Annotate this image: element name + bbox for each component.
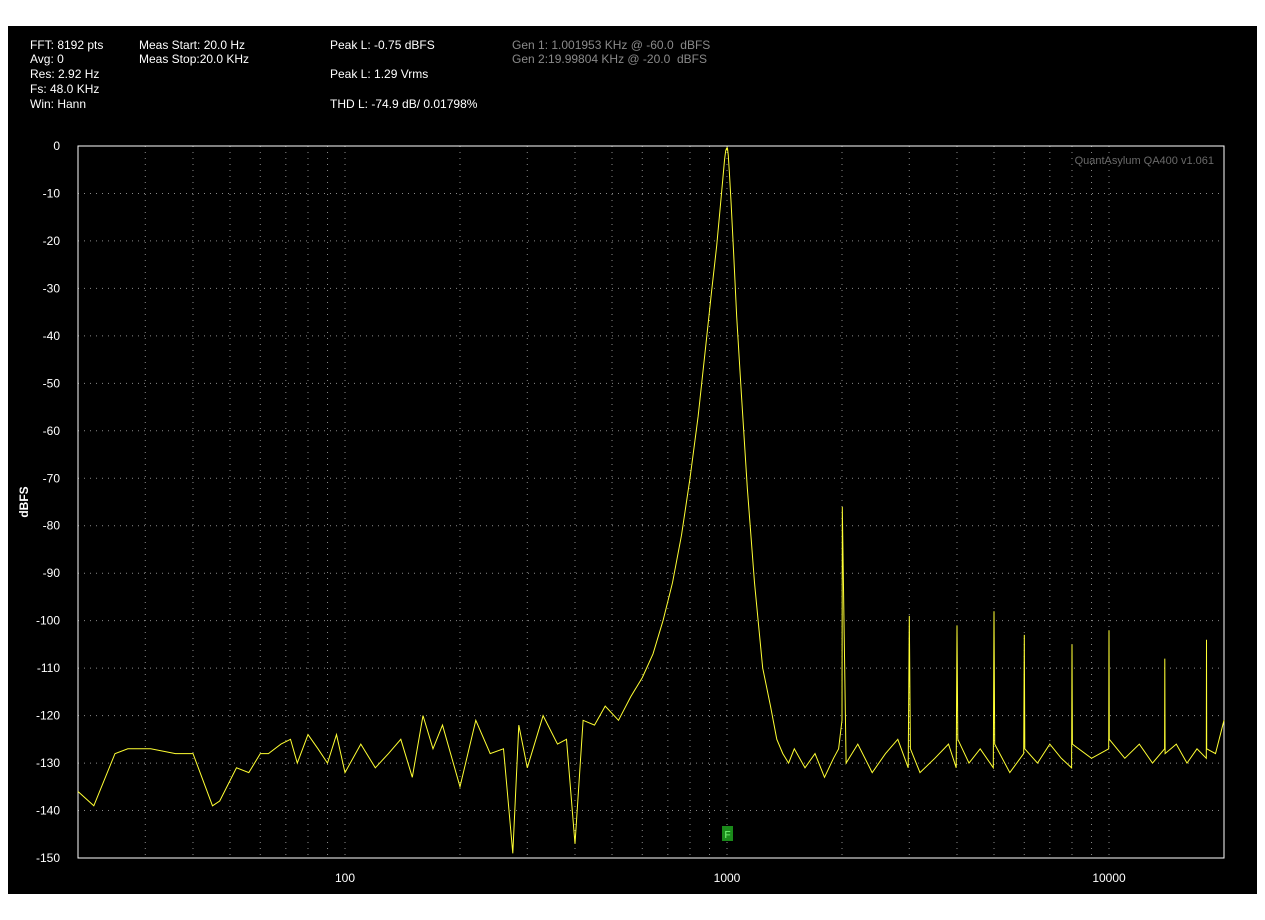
fundamental-marker[interactable]: F: [722, 826, 734, 841]
window-label: Win: Hann: [30, 97, 87, 111]
y-tick-label: 0: [53, 139, 60, 153]
y-tick-label: -60: [43, 424, 61, 438]
version-watermark: QuantAsylum QA400 v1.061: [1075, 155, 1214, 167]
y-tick-label: -50: [43, 376, 61, 390]
generator-2-label: Gen 2:19.99804 KHz @ -20.0 dBFS: [512, 52, 707, 66]
x-tick-label: 100: [335, 871, 355, 885]
spectrum-trace: [77, 146, 1225, 854]
sample-rate-label: Fs: 48.0 KHz: [30, 82, 100, 96]
y-tick-label: -90: [43, 566, 61, 580]
y-axis-label: dBFS: [17, 486, 31, 517]
y-tick-label: -20: [43, 234, 61, 248]
y-tick-label: -70: [43, 471, 61, 485]
averages-label: Avg: 0: [30, 52, 64, 66]
marker-label: F: [724, 830, 730, 841]
y-tick-label: -40: [43, 329, 61, 343]
analyzer-screen: FFT: 8192 pts Avg: 0 Res: 2.92 Hz Fs: 48…: [8, 26, 1257, 894]
x-tick-label: 10000: [1092, 871, 1126, 885]
y-tick-label: -120: [36, 709, 60, 723]
y-tick-label: -30: [43, 281, 61, 295]
marker-box[interactable]: [722, 826, 734, 841]
y-tick-label: -140: [36, 804, 60, 818]
spectrum-plot: 0 -10 -20 -30 -40 -50 -60 -70 -80 -90 -100 -110 -120…: [17, 139, 1225, 885]
y-tick-label: -80: [43, 519, 61, 533]
peak-vrms-label: Peak L: 1.29 Vrms: [330, 67, 429, 81]
fft-points-label: FFT: 8192 pts: [30, 38, 104, 52]
y-tick-label: -10: [43, 186, 61, 200]
y-tick-label: -130: [36, 756, 60, 770]
y-tick-label: -110: [37, 661, 60, 675]
x-tick-label: 1000: [714, 871, 741, 885]
thd-label: THD L: -74.9 dB/ 0.01798%: [330, 97, 478, 111]
y-tick-label: -100: [36, 614, 60, 628]
y-tick-label: -150: [36, 851, 60, 865]
plot-frame: [77, 145, 1225, 859]
meas-start-label: Meas Start: 20.0 Hz: [139, 38, 246, 52]
spectrum-trace-group: [77, 146, 1225, 854]
x-tick-labels: 100 1000 10000: [335, 871, 1126, 885]
y-tick-labels: 0 -10 -20 -30 -40 -50 -60 -70 -80 -90 -100 -110 -120…: [36, 139, 60, 865]
peak-dbfs-label: Peak L: -0.75 dBFS: [330, 38, 435, 52]
generator-1-label: Gen 1: 1.001953 KHz @ -60.0 dBFS: [512, 38, 711, 52]
resolution-label: Res: 2.92 Hz: [30, 67, 100, 81]
meas-stop-label: Meas Stop:20.0 KHz: [139, 52, 250, 66]
grid-lines: [78, 146, 1224, 858]
